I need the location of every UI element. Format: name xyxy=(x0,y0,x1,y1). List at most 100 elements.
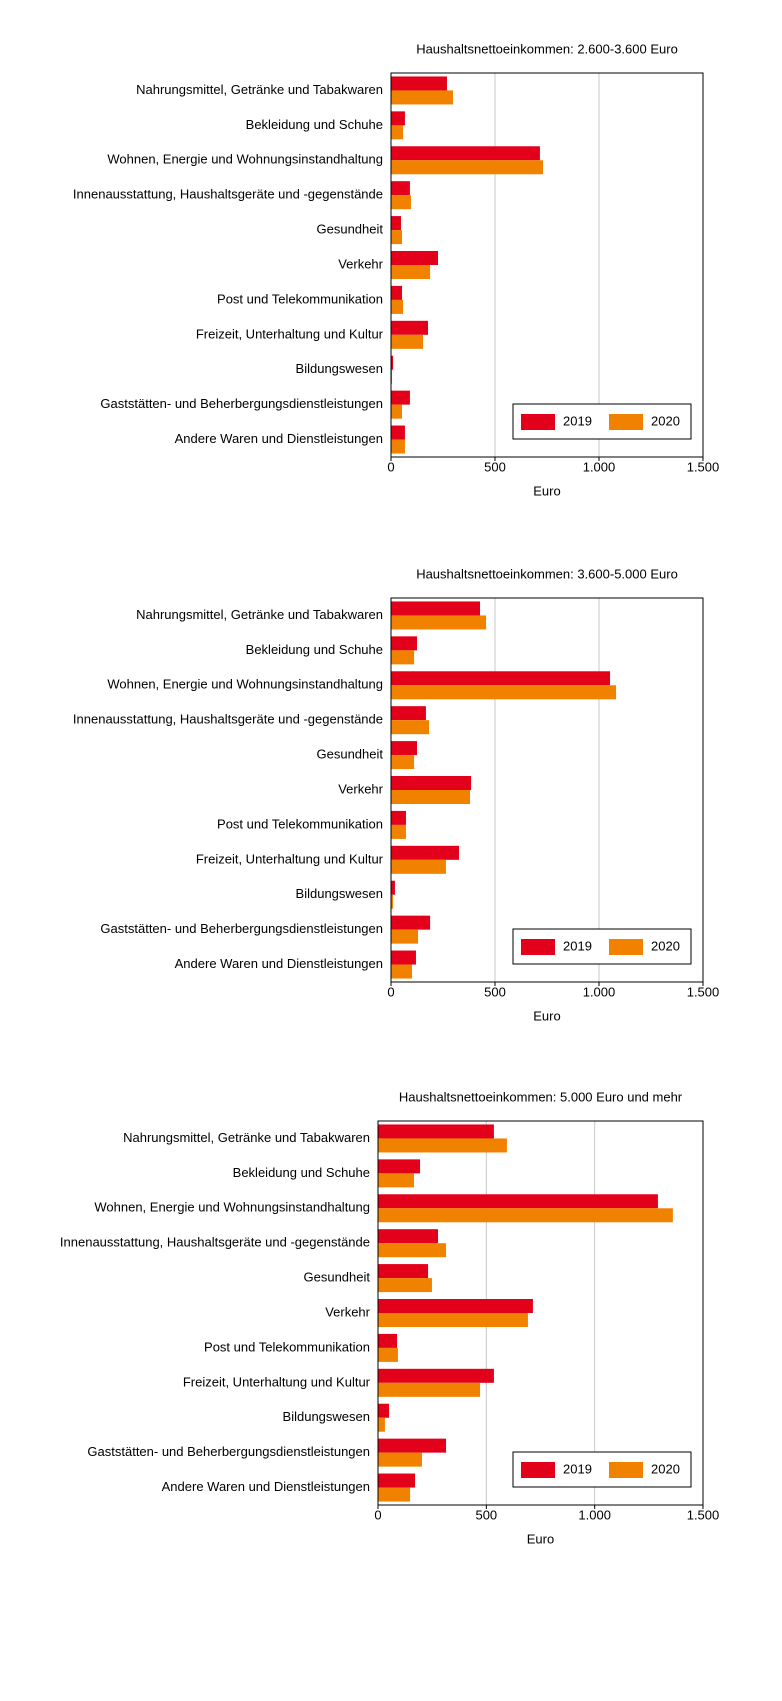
y-tick-label: Nahrungsmittel, Getränke und Tabakwaren xyxy=(136,82,383,97)
bar xyxy=(391,950,416,965)
bar xyxy=(378,1208,673,1223)
bar xyxy=(391,776,472,790)
bar xyxy=(391,299,404,314)
legend-label: 2019 xyxy=(563,413,592,428)
bar xyxy=(378,1487,411,1502)
y-tick-label: Gaststätten- und Beherbergungsdienstleis… xyxy=(100,396,383,411)
y-tick-label: Andere Waren und Dienstleistungen xyxy=(175,431,383,446)
bar xyxy=(378,1382,481,1397)
bar xyxy=(378,1159,421,1174)
bar xyxy=(378,1194,658,1209)
bar xyxy=(391,125,404,140)
legend-label: 2020 xyxy=(651,1461,680,1476)
bar xyxy=(391,810,406,825)
bar xyxy=(391,369,393,384)
x-tick-label: 500 xyxy=(484,459,506,474)
y-tick-label: Innenausstattung, Haushaltsgeräte und -g… xyxy=(73,187,383,202)
y-tick-label: Post und Telekommunikation xyxy=(217,816,383,831)
bar xyxy=(391,334,424,349)
bar xyxy=(391,390,410,405)
bar xyxy=(378,1403,390,1418)
legend-label: 2019 xyxy=(563,938,592,953)
x-tick-label: 0 xyxy=(387,459,394,474)
bar xyxy=(391,824,406,839)
bar xyxy=(391,111,405,126)
plot-frame xyxy=(390,72,704,458)
y-tick-label: Gaststätten- und Beherbergungsdienstleis… xyxy=(87,1444,370,1459)
bar xyxy=(378,1264,429,1279)
bar xyxy=(378,1229,439,1244)
bar xyxy=(391,425,405,440)
y-tick-label: Andere Waren und Dienstleistungen xyxy=(175,956,383,971)
bar xyxy=(378,1243,447,1258)
y-tick-label: Bildungswesen xyxy=(296,886,383,901)
legend-label: 2020 xyxy=(651,938,680,953)
x-tick-label: 0 xyxy=(387,984,394,999)
y-tick-label: Freizeit, Unterhaltung und Kultur xyxy=(196,326,384,341)
chart-title: Haushaltsnettoeinkommen: 5.000 Euro und … xyxy=(399,1089,683,1104)
bar xyxy=(391,355,394,370)
bar xyxy=(391,181,410,196)
x-axis-label: Euro xyxy=(527,1531,554,1546)
bar xyxy=(391,90,453,105)
x-tick-label: 1.500 xyxy=(687,459,720,474)
y-tick-label: Wohnen, Energie und Wohnungsinstandhaltu… xyxy=(107,152,383,167)
y-tick-label: Verkehr xyxy=(338,256,383,271)
bar xyxy=(378,1473,416,1488)
bar xyxy=(391,790,471,804)
bar xyxy=(378,1278,432,1293)
y-tick-label: Freizeit, Unterhaltung und Kultur xyxy=(196,851,384,866)
chart: Haushaltsnettoeinkommen: 2.600-3.600 Eur… xyxy=(73,41,719,498)
legend-swatch xyxy=(521,1462,555,1478)
bar xyxy=(391,285,403,300)
y-tick-label: Gesundheit xyxy=(317,747,384,762)
bar xyxy=(378,1313,528,1327)
y-tick-label: Innenausstattung, Haushaltsgeräte und -g… xyxy=(60,1235,370,1250)
x-tick-label: 0 xyxy=(374,1507,381,1522)
y-tick-label: Gesundheit xyxy=(317,222,384,237)
x-tick-label: 1.500 xyxy=(687,984,720,999)
bar xyxy=(391,706,426,721)
bar xyxy=(391,195,411,210)
x-axis-label: Euro xyxy=(533,1008,560,1023)
bar xyxy=(391,439,405,454)
bar xyxy=(378,1333,398,1348)
legend-swatch xyxy=(521,939,555,955)
y-tick-label: Bekleidung und Schuhe xyxy=(233,1165,370,1180)
legend-label: 2019 xyxy=(563,1461,592,1476)
bar xyxy=(391,915,431,930)
y-tick-label: Verkehr xyxy=(338,781,383,796)
bar xyxy=(391,894,394,909)
y-tick-label: Bekleidung und Schuhe xyxy=(246,117,383,132)
bar xyxy=(378,1438,447,1453)
x-tick-label: 500 xyxy=(475,1507,497,1522)
y-tick-label: Verkehr xyxy=(325,1304,370,1319)
bar xyxy=(391,880,395,895)
plot-frame xyxy=(377,1120,704,1506)
chart: Haushaltsnettoeinkommen: 3.600-5.000 Eur… xyxy=(73,566,719,1023)
x-tick-label: 1.000 xyxy=(583,459,616,474)
legend-swatch xyxy=(609,939,643,955)
bar xyxy=(391,320,429,335)
bar xyxy=(391,845,460,860)
bar xyxy=(391,741,417,756)
legend-label: 2020 xyxy=(651,413,680,428)
legend-swatch xyxy=(521,414,555,430)
y-tick-label: Bekleidung und Schuhe xyxy=(246,642,383,657)
y-tick-label: Wohnen, Energie und Wohnungsinstandhaltu… xyxy=(107,677,383,692)
y-tick-label: Gesundheit xyxy=(304,1270,371,1285)
x-tick-label: 500 xyxy=(484,984,506,999)
bar xyxy=(378,1299,533,1313)
bar xyxy=(391,404,403,419)
bar xyxy=(391,755,415,770)
chart-title: Haushaltsnettoeinkommen: 3.600-5.000 Eur… xyxy=(416,566,678,581)
chart-title: Haushaltsnettoeinkommen: 2.600-3.600 Eur… xyxy=(416,41,678,56)
bar xyxy=(391,160,544,175)
bar xyxy=(378,1452,422,1467)
y-tick-label: Innenausstattung, Haushaltsgeräte und -g… xyxy=(73,712,383,727)
y-tick-label: Post und Telekommunikation xyxy=(217,291,383,306)
bar xyxy=(391,146,540,161)
bar xyxy=(391,615,487,630)
bar xyxy=(391,720,430,735)
